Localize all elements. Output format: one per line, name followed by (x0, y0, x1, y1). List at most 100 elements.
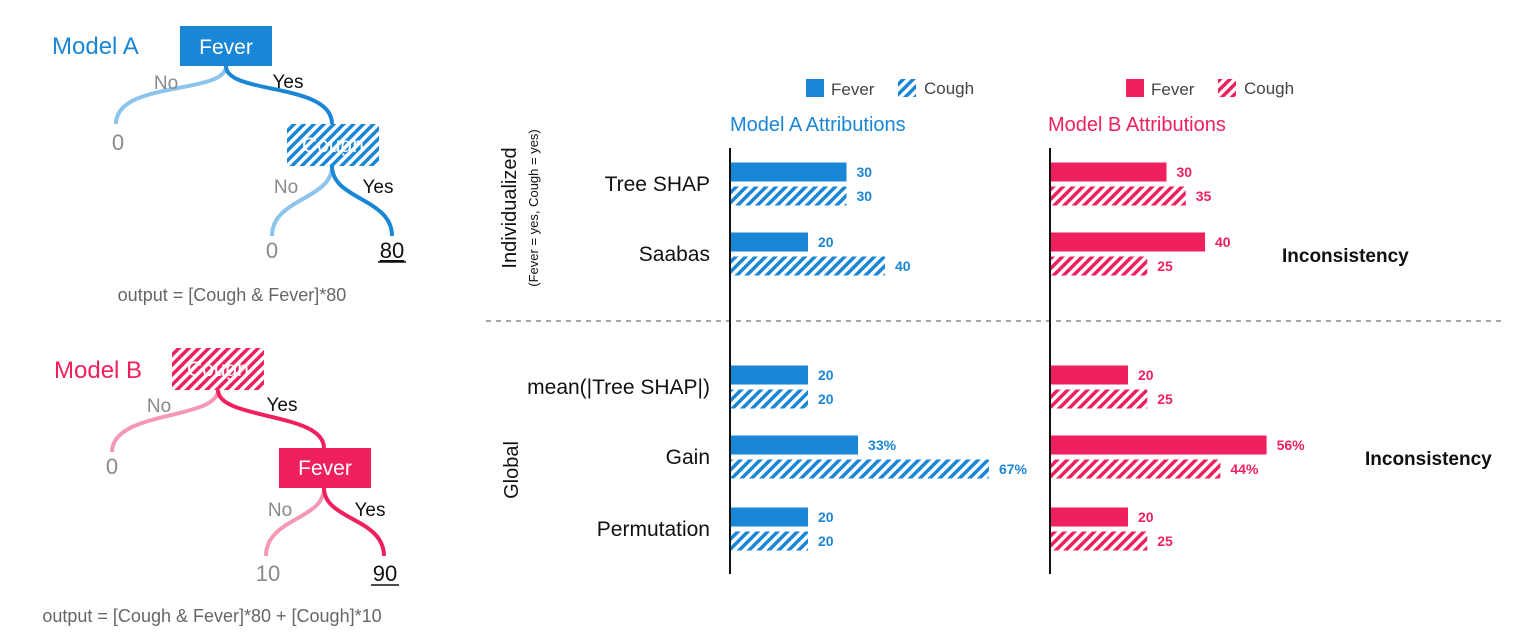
bar-model-a-mean-tree-shap-fever (731, 365, 808, 385)
model-b-root-yes-label: Yes (267, 395, 298, 416)
legend-b-cough-swatch (1218, 79, 1236, 97)
value-label-model-b-saabas-cough: 25 (1157, 258, 1173, 274)
value-label-model-b-mean-tree-shap-fever: 20 (1138, 367, 1154, 383)
model-a-edge-inner-no (270, 165, 334, 237)
model-a-title: Model A (52, 33, 139, 60)
attribution-chart: Fever Cough Fever Cough Model A Attribut… (486, 79, 1506, 574)
bar-model-a-permutation-cough (731, 531, 808, 551)
value-label-model-a-saabas-fever: 20 (818, 234, 834, 250)
model-a-root-label: Fever (199, 36, 253, 59)
value-label-model-b-permutation-fever: 20 (1138, 509, 1154, 525)
value-label-model-b-mean-tree-shap-cough: 25 (1157, 391, 1173, 407)
model-a-inner-label: Cough (302, 134, 364, 157)
model-a-edge-inner-yes (330, 165, 394, 237)
value-label-model-b-saabas-fever: 40 (1215, 234, 1231, 250)
value-label-model-b-tree-shap-cough: 35 (1196, 188, 1212, 204)
bar-model-a-permutation-fever (731, 507, 808, 527)
value-label-model-a-mean-tree-shap-fever: 20 (818, 367, 834, 383)
bar-model-a-tree-shap-cough (731, 186, 847, 206)
model-b-leaf-mid: 10 (256, 561, 280, 586)
model-a-leaf-mid: 0 (266, 238, 278, 263)
value-label-model-b-gain-fever: 56% (1277, 437, 1306, 453)
model-a-root-no-label: No (154, 73, 178, 94)
bar-model-b-permutation-cough (1051, 531, 1148, 551)
category-label-tree-shap: Tree SHAP (605, 173, 710, 196)
model-a-leaf-left: 0 (112, 130, 124, 155)
model-b-edge-inner-yes (322, 487, 386, 557)
model-b-output: output = [Cough & Fever]*80 + [Cough]*10 (42, 606, 381, 626)
chart-marks: Tree SHAP Saabas mean(|Tree SHAP|) Gain Perm… (527, 162, 1492, 551)
model-a-tree: Model A Fever No Yes Cough No Yes 0 0 80… (52, 26, 406, 305)
category-label-gain: Gain (666, 446, 710, 469)
legend-a-cough-swatch (898, 79, 916, 97)
model-b-inner-label: Fever (298, 457, 352, 480)
panel-title-model-b: Model B Attributions (1048, 114, 1226, 136)
bar-model-b-tree-shap-cough (1051, 186, 1186, 206)
value-label-model-a-mean-tree-shap-cough: 20 (818, 391, 834, 407)
bar-model-b-saabas-fever (1051, 232, 1205, 252)
bar-model-b-mean-tree-shap-cough (1051, 389, 1148, 409)
model-a-leaf-right: 80 (380, 238, 404, 263)
model-b-inner-yes-label: Yes (355, 500, 386, 521)
model-b-leaf-right: 90 (373, 561, 397, 586)
model-a-inner-node (287, 124, 379, 166)
annotation-inconsistency-saabas: Inconsistency (1282, 246, 1409, 267)
bar-model-b-permutation-fever (1051, 507, 1128, 527)
value-label-model-a-gain-cough: 67% (999, 461, 1028, 477)
model-a-edge-root-yes (224, 65, 334, 125)
model-b-inner-node (279, 448, 371, 488)
bar-model-a-mean-tree-shap-cough (731, 389, 808, 409)
legend-b-fever-swatch (1126, 79, 1144, 97)
model-b-leaf-left: 0 (106, 454, 118, 479)
category-label-mean-tree-shap: mean(|Tree SHAP|) (527, 376, 710, 399)
group-label-global: Global (501, 441, 523, 499)
bar-model-b-tree-shap-fever (1051, 162, 1167, 182)
model-a-output: output = [Cough & Fever]*80 (118, 285, 347, 305)
legend-model-b: Fever Cough (1126, 79, 1294, 99)
model-b-title: Model B (54, 357, 142, 384)
model-b-edge-root-no (110, 389, 220, 453)
category-label-permutation: Permutation (597, 518, 710, 541)
model-b-edge-inner-no (264, 487, 326, 557)
panel-title-model-a: Model A Attributions (730, 114, 906, 136)
value-label-model-a-tree-shap-cough: 30 (857, 188, 873, 204)
legend-model-a: Fever Cough (806, 79, 974, 99)
group-label-individualized-sub: (Fever = yes, Cough = yes) (526, 129, 541, 287)
model-b-edge-root-yes (216, 389, 326, 449)
legend-a-fever-label: Fever (831, 80, 875, 99)
legend-a-fever-swatch (806, 79, 824, 97)
legend-b-fever-label: Fever (1151, 80, 1195, 99)
value-label-model-b-tree-shap-fever: 30 (1177, 164, 1193, 180)
value-label-model-a-gain-fever: 33% (868, 437, 897, 453)
bar-model-b-gain-cough (1051, 459, 1221, 479)
model-b-root-no-label: No (147, 396, 171, 417)
model-a-inner-no-label: No (274, 177, 298, 198)
model-a-inner-yes-label: Yes (363, 177, 394, 198)
category-label-saabas: Saabas (639, 243, 710, 266)
model-b-root-node (172, 348, 264, 390)
value-label-model-a-tree-shap-fever: 30 (857, 164, 873, 180)
bar-model-b-saabas-cough (1051, 256, 1148, 276)
bar-model-a-saabas-cough (731, 256, 885, 276)
annotation-inconsistency-gain: Inconsistency (1365, 449, 1492, 470)
bar-model-b-mean-tree-shap-fever (1051, 365, 1128, 385)
bar-model-a-gain-cough (731, 459, 989, 479)
value-label-model-a-permutation-cough: 20 (818, 533, 834, 549)
value-label-model-a-permutation-fever: 20 (818, 509, 834, 525)
legend-b-cough-label: Cough (1244, 79, 1294, 98)
bar-model-a-saabas-fever (731, 232, 808, 252)
value-label-model-b-permutation-cough: 25 (1157, 533, 1173, 549)
model-b-inner-no-label: No (268, 500, 292, 521)
bar-model-a-gain-fever (731, 435, 859, 455)
value-label-model-a-saabas-cough: 40 (895, 258, 911, 274)
bar-model-b-gain-fever (1051, 435, 1267, 455)
model-b-root-label: Cough (187, 358, 249, 381)
group-label-individualized: Individualized (499, 147, 521, 268)
bar-model-a-tree-shap-fever (731, 162, 847, 182)
model-a-root-yes-label: Yes (273, 72, 304, 93)
value-label-model-b-gain-cough: 44% (1230, 461, 1259, 477)
model-a-root-node (180, 26, 272, 66)
model-a-edge-root-no (114, 65, 228, 125)
legend-a-cough-label: Cough (924, 79, 974, 98)
